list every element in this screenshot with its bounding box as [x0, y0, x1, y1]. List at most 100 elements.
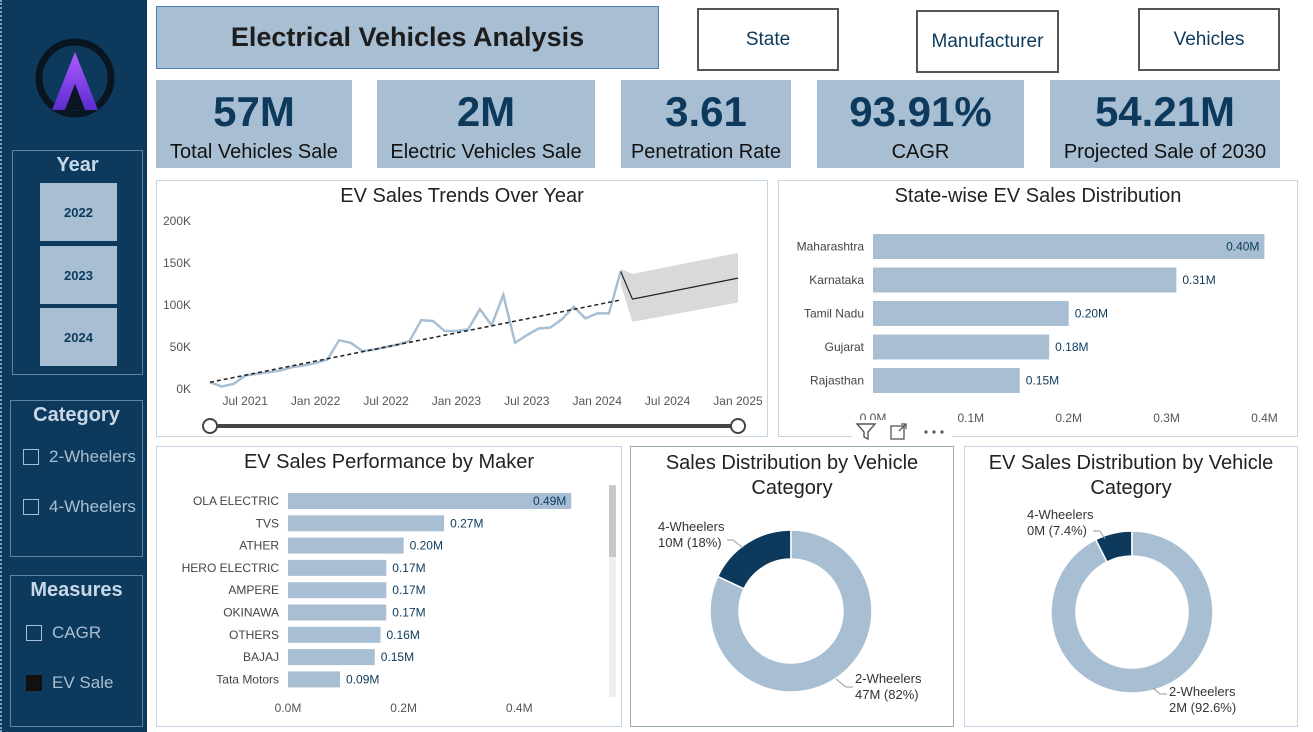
bar	[288, 493, 572, 509]
chart-title: EV Sales Distribution by Vehicle Categor…	[988, 452, 1274, 499]
y-tick-label: 200K	[163, 214, 191, 228]
kpi-value: 2M	[456, 88, 516, 135]
bar-data-label: 0.09M	[346, 672, 379, 686]
kpi-card-ev-sales: 2M Electric Vehicles Sale	[377, 80, 595, 168]
x-tick-label: 0.3M	[1153, 411, 1180, 425]
bar-data-label: 0.17M	[392, 606, 425, 620]
bar-category-label: TVS	[256, 516, 279, 530]
slice-value-label: 10M (18%)	[658, 535, 722, 550]
page-title: Electrical Vehicles Analysis	[156, 6, 659, 69]
bar-data-label: 0.17M	[392, 561, 425, 575]
vehicle-category-panel: Sales Distribution by Vehicle Category 4…	[630, 446, 954, 727]
year-slicer: Year 2022 2023 2024	[12, 150, 143, 375]
bar-data-label: 0.15M	[1026, 374, 1059, 388]
leader-line	[1093, 530, 1106, 540]
chart-title: Sales Distribution by Vehicle Category	[665, 452, 919, 499]
measure-option-cagr[interactable]: CAGR	[26, 623, 101, 643]
kpi-card-penetration-rate: 3.61 Penetration Rate	[621, 80, 791, 168]
bar	[288, 604, 387, 621]
focus-mode-icon[interactable]	[889, 423, 909, 441]
bar-data-label: 0.49M	[533, 494, 566, 508]
leader-line	[1152, 687, 1167, 695]
slice-label: 2-Wheelers	[855, 671, 922, 686]
kpi-card-projected-2030: 54.21M Projected Sale of 2030	[1050, 80, 1280, 168]
bar-data-label: 0.16M	[387, 628, 420, 642]
bar	[288, 582, 387, 599]
bar-category-label: Karnataka	[809, 273, 864, 287]
bar	[873, 267, 1177, 293]
checkbox[interactable]	[26, 625, 42, 641]
bar-category-label: ATHER	[239, 539, 279, 553]
bar	[288, 626, 381, 643]
bar-category-label: Rajasthan	[810, 374, 864, 388]
ev-sales-trend-panel: EV Sales Trends Over Year 0K 50K 100K 150K 2…	[156, 180, 768, 437]
range-slider-handle-start[interactable]	[202, 418, 218, 434]
x-tick-label: Jan 2022	[291, 394, 341, 408]
y-tick-label: 100K	[163, 298, 191, 312]
kpi-label: Projected Sale of 2030	[1063, 141, 1267, 163]
x-tick-label: Jul 2024	[645, 394, 691, 408]
filter-icon[interactable]	[855, 422, 877, 442]
checkbox[interactable]	[23, 449, 39, 465]
category-option-4-wheelers[interactable]: 4-Wheelers	[23, 497, 136, 517]
ev-sales-trend-chart: 0K 50K 100K 150K 200K Jul 2021 Jan 2022 Jul 202…	[163, 214, 763, 434]
x-tick-label: 0.1M	[958, 411, 985, 425]
slice-value-label: 2M (92.6%)	[1169, 700, 1236, 715]
range-slider-handle-end[interactable]	[730, 418, 746, 434]
bar-data-label: 0.18M	[1055, 340, 1088, 354]
bar-data-label: 0.17M	[392, 583, 425, 597]
bar-category-label: Tata Motors	[216, 672, 279, 686]
forecast-band	[620, 252, 738, 322]
bar	[288, 649, 375, 666]
category-option-label: 2-Wheelers	[49, 447, 136, 466]
donut-slice	[1050, 530, 1214, 694]
leader-line	[835, 678, 853, 688]
category-slicer: Category 2-Wheelers 4-Wheelers	[10, 400, 143, 557]
bar-data-label: 0.31M	[1182, 273, 1215, 287]
nav-manufacturer-button[interactable]: Manufacturer	[916, 10, 1059, 73]
bar-category-label: HERO ELECTRIC	[182, 561, 280, 575]
scrollbar-track[interactable]	[609, 557, 616, 697]
bar	[288, 671, 341, 688]
category-slicer-title: Category	[33, 404, 120, 426]
bar-data-label: 0.20M	[1075, 307, 1108, 321]
measure-option-ev-sale[interactable]: EV Sale	[26, 673, 113, 693]
nav-state-button[interactable]: State	[697, 8, 839, 71]
measures-slicer-title: Measures	[30, 579, 123, 601]
x-tick-label: 0.2M	[1055, 411, 1082, 425]
checkbox[interactable]	[23, 499, 39, 515]
year-option-2023[interactable]: 2023	[40, 246, 117, 304]
bar-category-label: Maharashtra	[797, 240, 865, 254]
forecast-line	[620, 271, 739, 300]
slice-value-label: 0M (7.4%)	[1027, 523, 1087, 538]
checkbox-checked[interactable]	[26, 675, 42, 691]
kpi-value: 93.91%	[849, 88, 992, 135]
y-tick-label: 50K	[170, 340, 191, 354]
slice-value-label: 47M (82%)	[855, 687, 919, 702]
x-tick-label: 0.4M	[1251, 411, 1278, 425]
chart-title: State-wise EV Sales Distribution	[894, 185, 1182, 207]
bar-category-label: OLA ELECTRIC	[193, 494, 279, 508]
maker-performance-panel: EV Sales Performance by Maker OLA ELECTR…	[156, 446, 622, 727]
kpi-value: 54.21M	[1094, 88, 1236, 135]
category-option-label: 4-Wheelers	[49, 497, 136, 516]
nav-vehicles-button[interactable]: Vehicles	[1138, 8, 1280, 71]
leader-line	[727, 539, 744, 549]
x-tick-label: Jul 2021	[223, 394, 269, 408]
trend-line	[209, 299, 621, 384]
x-tick-label: Jan 2024	[573, 394, 623, 408]
scrollbar[interactable]	[609, 485, 616, 557]
kpi-card-cagr: 93.91% CAGR	[817, 80, 1024, 168]
more-options-icon[interactable]	[923, 429, 945, 435]
kpi-label: CAGR	[891, 141, 950, 163]
x-tick-label: 0.2M	[390, 701, 417, 715]
category-option-2-wheelers[interactable]: 2-Wheelers	[23, 447, 136, 467]
year-option-2022[interactable]: 2022	[40, 183, 117, 241]
bar-category-label: BAJAJ	[243, 650, 279, 664]
bar-data-label: 0.27M	[450, 516, 483, 530]
sidebar: Year 2022 2023 2024 Category 2-Wheelers …	[0, 0, 147, 732]
state-distribution-panel: State-wise EV Sales Distribution Maharas…	[778, 180, 1298, 437]
year-option-2024[interactable]: 2024	[40, 308, 117, 366]
y-tick-label: 150K	[163, 256, 191, 270]
